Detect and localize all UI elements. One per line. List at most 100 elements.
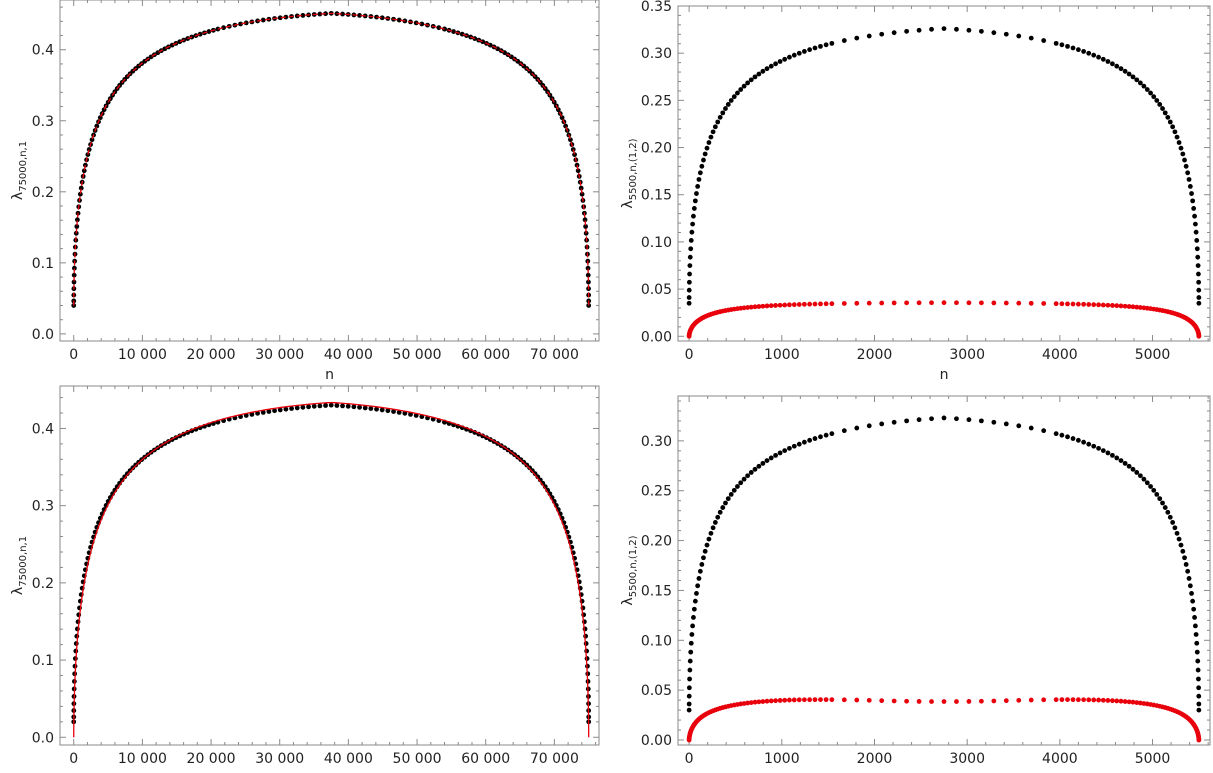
data-point: [1122, 303, 1128, 309]
data-point: [708, 134, 714, 140]
data-point: [1041, 428, 1047, 434]
data-point: [764, 698, 770, 704]
data-point: [78, 185, 84, 191]
data-point: [340, 403, 345, 409]
data-point: [1003, 421, 1009, 427]
data-point: [1126, 304, 1132, 309]
data-point: [1195, 667, 1201, 673]
data-point: [582, 217, 588, 223]
data-point: [688, 640, 694, 646]
data-point: [829, 431, 835, 437]
data-point: [991, 419, 997, 425]
data-point: [266, 409, 272, 414]
data-point: [916, 27, 922, 33]
data-point: [801, 301, 807, 307]
data-point: [1176, 536, 1182, 542]
data-point: [764, 303, 770, 309]
y-axis-label: λ5500,n,(1,2): [620, 138, 639, 208]
data-point: [1187, 583, 1193, 589]
data-point: [71, 272, 77, 278]
data-point: [1110, 452, 1115, 458]
data-point: [704, 145, 710, 151]
data-point: [1016, 697, 1022, 703]
series-1: [73, 401, 590, 738]
data-point: [1180, 548, 1186, 554]
data-point: [197, 31, 203, 37]
data-point: [583, 224, 589, 229]
data-point: [694, 590, 699, 596]
y-tick-label: 0.15: [641, 188, 672, 204]
data-point: [787, 54, 792, 60]
data-point: [1130, 304, 1136, 310]
x-tick-label: 20 000: [187, 347, 236, 363]
data-point: [1134, 77, 1140, 83]
data-point: [1059, 301, 1065, 307]
data-point: [1162, 110, 1168, 116]
data-point: [1160, 106, 1165, 111]
plot-frame: [677, 395, 1211, 746]
data-point: [1059, 42, 1065, 48]
data-point: [697, 568, 703, 574]
x-tick-label: 5000: [1135, 751, 1171, 767]
data-point: [442, 26, 447, 32]
data-point: [691, 606, 697, 612]
data-point: [708, 530, 714, 536]
data-point: [1154, 98, 1160, 103]
data-point: [1122, 68, 1128, 74]
data-point: [1070, 436, 1076, 441]
data-point: [829, 40, 835, 46]
data-point: [1170, 520, 1176, 525]
x-axis-label: n: [325, 367, 334, 383]
data-point: [966, 27, 972, 33]
data-point: [1195, 263, 1201, 269]
y-tick-label: 0.00: [641, 733, 672, 749]
data-point: [891, 300, 897, 306]
data-point: [283, 14, 289, 20]
data-point: [1053, 697, 1059, 703]
data-point: [687, 667, 693, 673]
data-point: [735, 484, 740, 489]
data-point: [1114, 303, 1120, 309]
data-point: [891, 30, 897, 36]
data-point: [1134, 470, 1140, 475]
data-point: [1160, 500, 1165, 506]
data-point: [812, 45, 818, 51]
y-tick-label: 0.0: [32, 730, 54, 746]
data-point: [1130, 699, 1136, 705]
data-point: [702, 548, 708, 554]
y-tick-label: 0.4: [32, 421, 54, 437]
data-point: [459, 31, 465, 37]
data-point: [735, 90, 740, 96]
data-point: [1110, 61, 1115, 67]
data-point: [1100, 448, 1106, 453]
data-point: [323, 403, 328, 408]
data-point: [374, 406, 379, 412]
data-point: [866, 300, 872, 306]
data-point: [1196, 295, 1202, 300]
data-point: [357, 404, 362, 410]
data-point: [688, 246, 694, 252]
data-point: [1196, 676, 1201, 682]
data-point: [585, 265, 591, 271]
data-point: [796, 302, 802, 307]
data-point: [823, 697, 829, 703]
data-point: [567, 137, 573, 143]
data-point: [1154, 492, 1160, 497]
data-point: [991, 698, 997, 704]
data-point: [796, 441, 802, 447]
data-point: [1118, 66, 1124, 72]
panel-bottom-right: 0 1000 2000 3000 4000 5000 0.00 0.05 0.10 0.15 0.2…: [620, 395, 1211, 773]
data-point: [570, 147, 576, 152]
data-point: [760, 303, 766, 309]
y-tick-label: 0.15: [641, 583, 672, 599]
data-point: [687, 676, 692, 682]
data-point: [787, 697, 792, 703]
data-point: [691, 615, 696, 620]
data-point: [715, 119, 721, 125]
data-point: [687, 263, 693, 269]
data-point: [1193, 229, 1199, 235]
series-0: [686, 26, 1202, 306]
data-point: [686, 685, 692, 691]
data-point: [818, 43, 823, 49]
data-point: [768, 63, 774, 69]
